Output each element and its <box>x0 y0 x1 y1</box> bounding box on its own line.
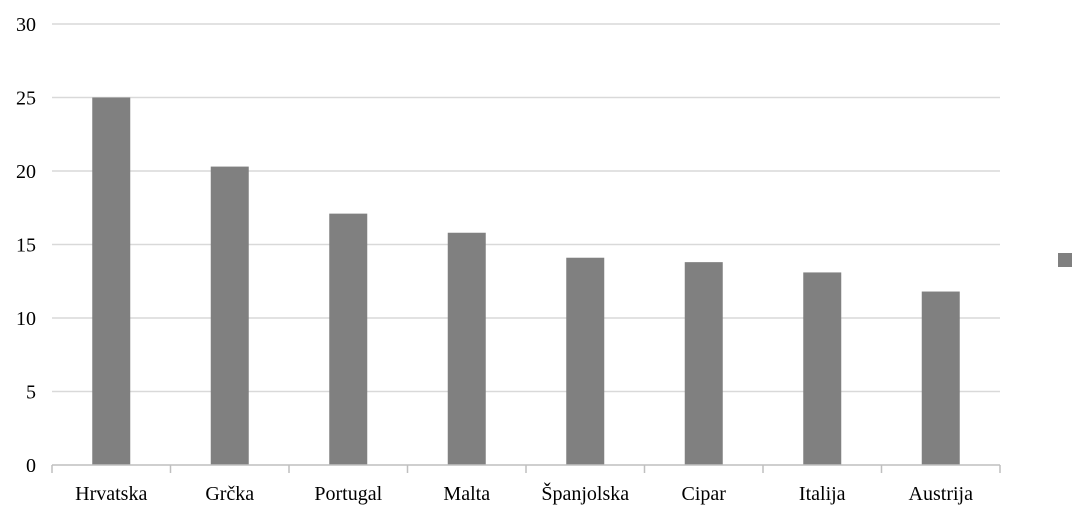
bar-hrvatska <box>92 97 131 465</box>
bar-austrija <box>921 291 960 465</box>
y-tick-label: 25 <box>16 88 36 110</box>
gridlines <box>52 23 1000 393</box>
bar-cipar <box>684 262 723 465</box>
x-axis: Hrvatska Grčka Portugal Malta Španjolska Cipa… <box>51 464 1001 505</box>
x-tick-label: Španjolska <box>541 481 629 505</box>
y-tick-label: 10 <box>16 308 36 330</box>
x-tick-label: Italija <box>799 483 846 505</box>
x-tick-label: Hrvatska <box>75 483 147 505</box>
y-tick-label: 0 <box>26 455 36 477</box>
x-tick-label: Cipar <box>682 483 727 505</box>
y-tick-label: 30 <box>16 14 36 36</box>
y-tick-label: 15 <box>16 235 36 257</box>
legend-swatch <box>1058 253 1072 267</box>
x-tick-label: Austrija <box>909 483 974 505</box>
x-tick-label: Malta <box>443 483 490 505</box>
x-tick-label: Portugal <box>314 483 382 505</box>
y-tick-label: 20 <box>16 161 36 183</box>
bar-portugal <box>329 213 368 465</box>
y-tick-label: 5 <box>26 382 36 404</box>
bar-series <box>92 97 960 465</box>
bar-italija <box>803 272 842 465</box>
legend: % <box>1058 253 1072 267</box>
x-tick-label: Grčka <box>205 483 254 505</box>
y-axis: 0 5 10 15 20 25 30 <box>16 14 36 477</box>
bar-grčka <box>210 166 249 465</box>
bar-španjolska <box>566 257 605 465</box>
bar-malta <box>447 232 486 465</box>
